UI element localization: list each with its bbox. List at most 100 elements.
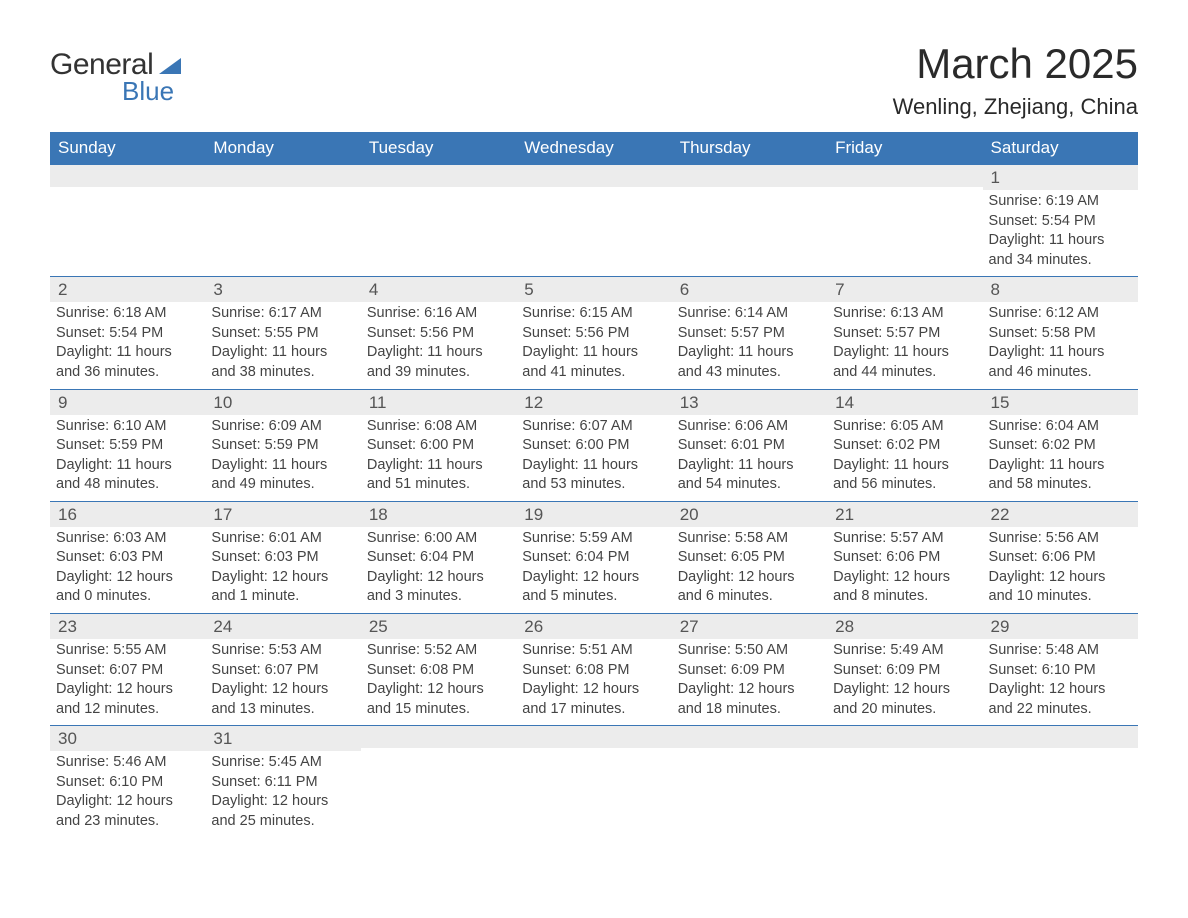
sunrise: Sunrise: 5:50 AM [678,641,821,661]
daylight-line2: and 34 minutes. [989,251,1132,271]
sunrise: Sunrise: 6:09 AM [211,417,354,437]
calendar-cell: 18Sunrise: 6:00 AMSunset: 6:04 PMDayligh… [361,501,516,613]
day-data [672,748,827,826]
sunset: Sunset: 6:07 PM [211,661,354,681]
col-monday: Monday [205,132,360,165]
calendar-cell: 8Sunrise: 6:12 AMSunset: 5:58 PMDaylight… [983,277,1138,389]
calendar-cell [50,165,205,277]
day-number: 10 [205,390,360,415]
daylight-line1: Daylight: 12 hours [833,680,976,700]
sunrise: Sunrise: 6:10 AM [56,417,199,437]
calendar-cell [516,165,671,277]
sunset: Sunset: 5:56 PM [367,324,510,344]
day-number: 19 [516,502,671,527]
sunrise: Sunrise: 6:08 AM [367,417,510,437]
sunrise: Sunrise: 6:17 AM [211,304,354,324]
day-data: Sunrise: 6:03 AMSunset: 6:03 PMDaylight:… [50,527,205,613]
sunset: Sunset: 6:03 PM [56,548,199,568]
calendar-cell: 10Sunrise: 6:09 AMSunset: 5:59 PMDayligh… [205,389,360,501]
calendar-cell: 27Sunrise: 5:50 AMSunset: 6:09 PMDayligh… [672,614,827,726]
daylight-line1: Daylight: 12 hours [989,568,1132,588]
sunset: Sunset: 5:55 PM [211,324,354,344]
sunrise: Sunrise: 6:19 AM [989,192,1132,212]
sunset: Sunset: 6:10 PM [56,773,199,793]
logo-text-blue: Blue [122,76,174,107]
day-data [50,187,205,265]
day-data [361,748,516,826]
daylight-line2: and 5 minutes. [522,587,665,607]
sunrise: Sunrise: 6:04 AM [989,417,1132,437]
sunrise: Sunrise: 6:00 AM [367,529,510,549]
day-number [672,165,827,187]
day-number: 12 [516,390,671,415]
sunrise: Sunrise: 6:15 AM [522,304,665,324]
logo-triangle-icon [159,58,181,74]
calendar-cell: 19Sunrise: 5:59 AMSunset: 6:04 PMDayligh… [516,501,671,613]
calendar-week-row: 2Sunrise: 6:18 AMSunset: 5:54 PMDaylight… [50,277,1138,389]
sunrise: Sunrise: 5:46 AM [56,753,199,773]
daylight-line1: Daylight: 11 hours [989,456,1132,476]
sunrise: Sunrise: 5:59 AM [522,529,665,549]
sunset: Sunset: 6:00 PM [367,436,510,456]
daylight-line2: and 12 minutes. [56,700,199,720]
header: General Blue March 2025 Wenling, Zhejian… [50,40,1138,120]
daylight-line1: Daylight: 12 hours [56,680,199,700]
day-number: 15 [983,390,1138,415]
sunset: Sunset: 6:11 PM [211,773,354,793]
day-data: Sunrise: 5:52 AMSunset: 6:08 PMDaylight:… [361,639,516,725]
day-data: Sunrise: 6:06 AMSunset: 6:01 PMDaylight:… [672,415,827,501]
day-number: 28 [827,614,982,639]
sunset: Sunset: 5:54 PM [989,212,1132,232]
calendar-cell: 4Sunrise: 6:16 AMSunset: 5:56 PMDaylight… [361,277,516,389]
daylight-line2: and 13 minutes. [211,700,354,720]
day-data: Sunrise: 5:56 AMSunset: 6:06 PMDaylight:… [983,527,1138,613]
sunrise: Sunrise: 5:45 AM [211,753,354,773]
calendar-cell: 17Sunrise: 6:01 AMSunset: 6:03 PMDayligh… [205,501,360,613]
day-number: 17 [205,502,360,527]
sunrise: Sunrise: 6:14 AM [678,304,821,324]
day-number: 27 [672,614,827,639]
day-number: 7 [827,277,982,302]
day-number: 24 [205,614,360,639]
day-data [827,187,982,265]
daylight-line2: and 22 minutes. [989,700,1132,720]
calendar-cell [983,726,1138,838]
daylight-line1: Daylight: 11 hours [522,343,665,363]
sunset: Sunset: 5:57 PM [833,324,976,344]
daylight-line1: Daylight: 11 hours [522,456,665,476]
daylight-line2: and 49 minutes. [211,475,354,495]
daylight-line2: and 39 minutes. [367,363,510,383]
daylight-line2: and 3 minutes. [367,587,510,607]
calendar-cell: 28Sunrise: 5:49 AMSunset: 6:09 PMDayligh… [827,614,982,726]
calendar-cell: 29Sunrise: 5:48 AMSunset: 6:10 PMDayligh… [983,614,1138,726]
calendar-cell: 7Sunrise: 6:13 AMSunset: 5:57 PMDaylight… [827,277,982,389]
daylight-line1: Daylight: 11 hours [678,456,821,476]
sunrise: Sunrise: 5:58 AM [678,529,821,549]
day-number [516,165,671,187]
daylight-line1: Daylight: 12 hours [678,680,821,700]
day-number: 9 [50,390,205,415]
day-data: Sunrise: 5:49 AMSunset: 6:09 PMDaylight:… [827,639,982,725]
daylight-line2: and 0 minutes. [56,587,199,607]
sunset: Sunset: 5:56 PM [522,324,665,344]
sunset: Sunset: 6:06 PM [989,548,1132,568]
daylight-line2: and 38 minutes. [211,363,354,383]
day-number: 13 [672,390,827,415]
title-block: March 2025 Wenling, Zhejiang, China [893,40,1138,120]
weekday-header-row: Sunday Monday Tuesday Wednesday Thursday… [50,132,1138,165]
sunrise: Sunrise: 5:51 AM [522,641,665,661]
daylight-line1: Daylight: 12 hours [989,680,1132,700]
day-data: Sunrise: 5:46 AMSunset: 6:10 PMDaylight:… [50,751,205,837]
sunrise: Sunrise: 5:56 AM [989,529,1132,549]
daylight-line1: Daylight: 11 hours [211,456,354,476]
daylight-line1: Daylight: 12 hours [56,568,199,588]
sunset: Sunset: 6:05 PM [678,548,821,568]
sunrise: Sunrise: 5:52 AM [367,641,510,661]
day-data [516,187,671,265]
daylight-line1: Daylight: 11 hours [367,343,510,363]
calendar-cell: 23Sunrise: 5:55 AMSunset: 6:07 PMDayligh… [50,614,205,726]
sunset: Sunset: 5:57 PM [678,324,821,344]
sunrise: Sunrise: 6:01 AM [211,529,354,549]
col-wednesday: Wednesday [516,132,671,165]
daylight-line2: and 1 minute. [211,587,354,607]
